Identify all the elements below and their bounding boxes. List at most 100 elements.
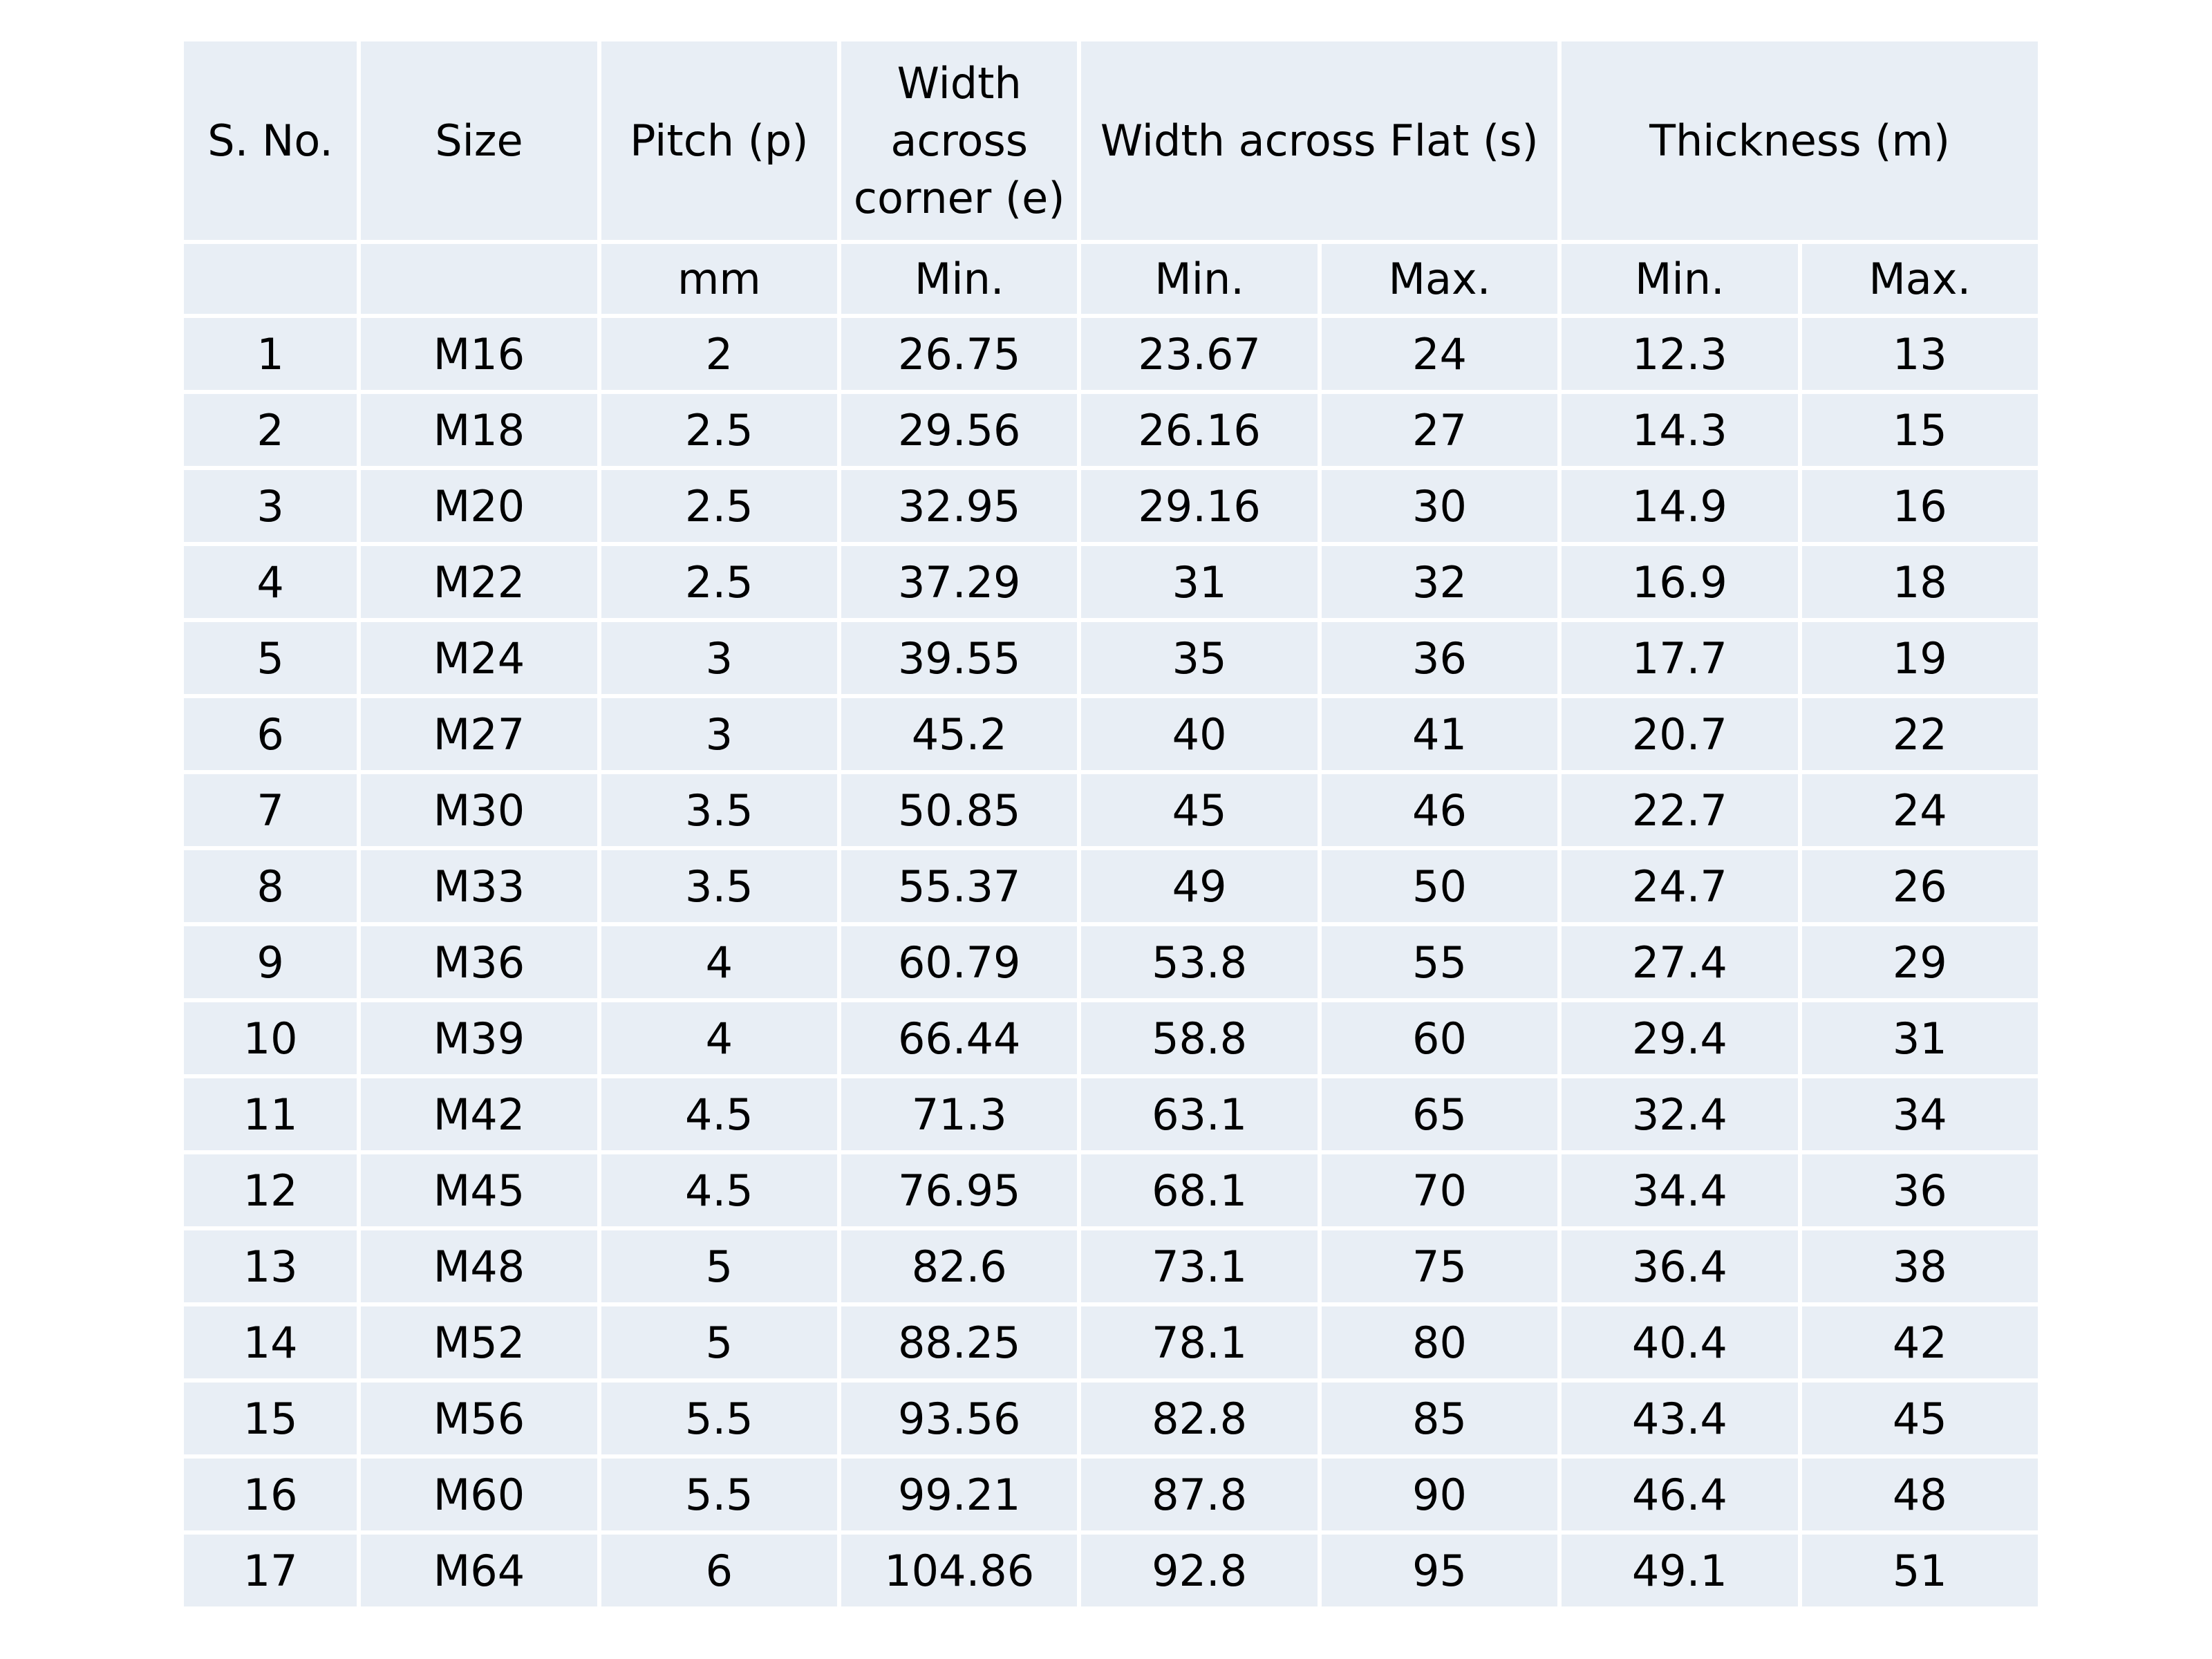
table-row: 6 M27 3 45.2 40 41 20.7 22 <box>184 698 2038 770</box>
cell-width-corner-min: 32.95 <box>841 470 1078 542</box>
cell-thickness-max: 36 <box>1801 1154 2038 1226</box>
cell-width-flat-max: 85 <box>1321 1382 1558 1454</box>
cell-width-flat-max: 36 <box>1321 622 1558 694</box>
table-row: 1 M16 2 26.75 23.67 24 12.3 13 <box>184 318 2038 390</box>
subheader-width-flat-min: Min. <box>1081 244 1318 314</box>
cell-pitch: 4.5 <box>601 1078 838 1150</box>
cell-sno: 5 <box>184 622 357 694</box>
table-row: 17 M64 6 104.86 92.8 95 49.1 51 <box>184 1535 2038 1606</box>
cell-sno: 10 <box>184 1002 357 1074</box>
cell-pitch: 5 <box>601 1230 838 1302</box>
table-row: 8 M33 3.5 55.37 49 50 24.7 26 <box>184 850 2038 922</box>
cell-pitch: 5.5 <box>601 1382 838 1454</box>
cell-thickness-min: 27.4 <box>1562 926 1798 998</box>
cell-thickness-min: 22.7 <box>1562 774 1798 846</box>
cell-sno: 8 <box>184 850 357 922</box>
subheader-width-corner-min: Min. <box>841 244 1078 314</box>
cell-width-flat-min: 23.67 <box>1081 318 1318 390</box>
cell-pitch: 3 <box>601 698 838 770</box>
cell-width-flat-min: 26.16 <box>1081 394 1318 466</box>
cell-width-flat-min: 63.1 <box>1081 1078 1318 1150</box>
cell-thickness-max: 45 <box>1801 1382 2038 1454</box>
cell-width-corner-min: 88.25 <box>841 1306 1078 1378</box>
cell-width-corner-min: 37.29 <box>841 546 1078 618</box>
table-row: 16 M60 5.5 99.21 87.8 90 46.4 48 <box>184 1459 2038 1530</box>
table-row: 12 M45 4.5 76.95 68.1 70 34.4 36 <box>184 1154 2038 1226</box>
header-size: Size <box>361 41 597 240</box>
cell-size: M27 <box>361 698 597 770</box>
subheader-thickness-max: Max. <box>1801 244 2038 314</box>
cell-width-flat-max: 65 <box>1321 1078 1558 1150</box>
cell-width-flat-min: 87.8 <box>1081 1459 1318 1530</box>
cell-thickness-max: 19 <box>1801 622 2038 694</box>
cell-pitch: 3.5 <box>601 850 838 922</box>
subheader-sno <box>184 244 357 314</box>
cell-width-flat-min: 58.8 <box>1081 1002 1318 1074</box>
cell-width-flat-min: 53.8 <box>1081 926 1318 998</box>
cell-pitch: 5 <box>601 1306 838 1378</box>
cell-pitch: 4.5 <box>601 1154 838 1226</box>
header-thickness: Thickness (m) <box>1562 41 2038 240</box>
cell-sno: 2 <box>184 394 357 466</box>
cell-size: M64 <box>361 1535 597 1606</box>
cell-pitch: 2.5 <box>601 394 838 466</box>
cell-size: M30 <box>361 774 597 846</box>
header-width-across-corner: Width across corner (e) <box>841 41 1078 240</box>
cell-width-corner-min: 66.44 <box>841 1002 1078 1074</box>
cell-thickness-max: 18 <box>1801 546 2038 618</box>
cell-pitch: 6 <box>601 1535 838 1606</box>
cell-sno: 6 <box>184 698 357 770</box>
subheader-width-flat-max: Max. <box>1321 244 1558 314</box>
cell-width-corner-min: 82.6 <box>841 1230 1078 1302</box>
cell-thickness-min: 32.4 <box>1562 1078 1798 1150</box>
cell-width-flat-min: 31 <box>1081 546 1318 618</box>
table-row: 4 M22 2.5 37.29 31 32 16.9 18 <box>184 546 2038 618</box>
cell-size: M22 <box>361 546 597 618</box>
cell-pitch: 5.5 <box>601 1459 838 1530</box>
cell-width-corner-min: 104.86 <box>841 1535 1078 1606</box>
cell-thickness-min: 34.4 <box>1562 1154 1798 1226</box>
cell-width-flat-min: 49 <box>1081 850 1318 922</box>
cell-width-flat-min: 29.16 <box>1081 470 1318 542</box>
cell-sno: 14 <box>184 1306 357 1378</box>
cell-width-corner-min: 93.56 <box>841 1382 1078 1454</box>
cell-width-corner-min: 29.56 <box>841 394 1078 466</box>
cell-width-flat-min: 73.1 <box>1081 1230 1318 1302</box>
table-row: 3 M20 2.5 32.95 29.16 30 14.9 16 <box>184 470 2038 542</box>
cell-width-corner-min: 39.55 <box>841 622 1078 694</box>
table-row: 9 M36 4 60.79 53.8 55 27.4 29 <box>184 926 2038 998</box>
cell-thickness-max: 16 <box>1801 470 2038 542</box>
cell-pitch: 4 <box>601 1002 838 1074</box>
subheader-row: mm Min. Min. Max. Min. Max. <box>184 244 2038 314</box>
cell-size: M33 <box>361 850 597 922</box>
table-row: 5 M24 3 39.55 35 36 17.7 19 <box>184 622 2038 694</box>
cell-width-flat-max: 90 <box>1321 1459 1558 1530</box>
cell-thickness-min: 36.4 <box>1562 1230 1798 1302</box>
cell-sno: 7 <box>184 774 357 846</box>
subheader-pitch-unit: mm <box>601 244 838 314</box>
cell-width-flat-max: 50 <box>1321 850 1558 922</box>
cell-sno: 12 <box>184 1154 357 1226</box>
cell-size: M56 <box>361 1382 597 1454</box>
cell-size: M39 <box>361 1002 597 1074</box>
cell-width-flat-max: 27 <box>1321 394 1558 466</box>
cell-width-flat-max: 60 <box>1321 1002 1558 1074</box>
cell-size: M45 <box>361 1154 597 1226</box>
table-row: 15 M56 5.5 93.56 82.8 85 43.4 45 <box>184 1382 2038 1454</box>
table-body: 1 M16 2 26.75 23.67 24 12.3 13 2 M18 2.5… <box>184 318 2038 1606</box>
cell-thickness-min: 43.4 <box>1562 1382 1798 1454</box>
cell-thickness-min: 29.4 <box>1562 1002 1798 1074</box>
cell-width-flat-max: 32 <box>1321 546 1558 618</box>
cell-thickness-max: 26 <box>1801 850 2038 922</box>
cell-width-flat-max: 46 <box>1321 774 1558 846</box>
cell-sno: 16 <box>184 1459 357 1530</box>
cell-width-corner-min: 60.79 <box>841 926 1078 998</box>
cell-sno: 1 <box>184 318 357 390</box>
cell-sno: 15 <box>184 1382 357 1454</box>
cell-sno: 13 <box>184 1230 357 1302</box>
cell-pitch: 2 <box>601 318 838 390</box>
cell-thickness-max: 22 <box>1801 698 2038 770</box>
cell-thickness-min: 46.4 <box>1562 1459 1798 1530</box>
cell-size: M16 <box>361 318 597 390</box>
nut-dimensions-table: S. No. Size Pitch (p) Width across corne… <box>180 37 2042 1611</box>
